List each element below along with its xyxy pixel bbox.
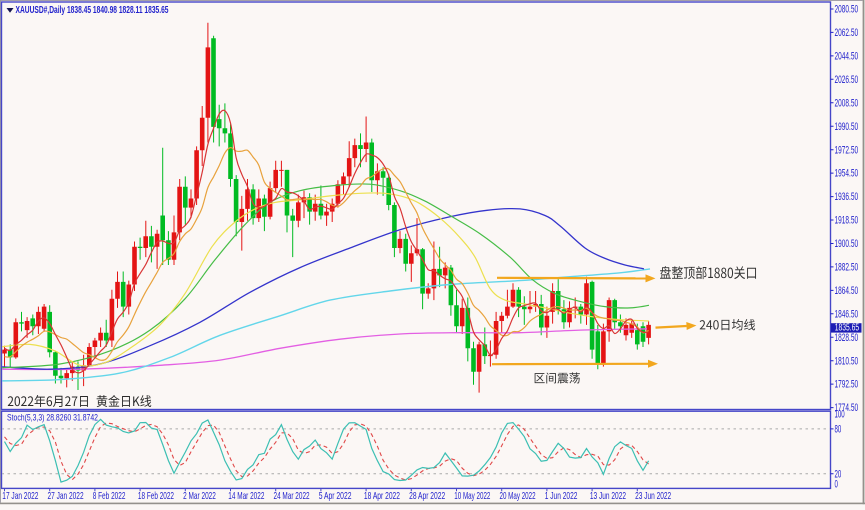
- svg-text:8 Feb 2022: 8 Feb 2022: [93, 490, 126, 502]
- svg-text:2062.50: 2062.50: [835, 27, 859, 39]
- svg-text:1 Jun 2022: 1 Jun 2022: [545, 490, 578, 502]
- svg-text:XAUUSD#,Daily 1838.45 1840.98: XAUUSD#,Daily 1838.45 1840.98 1828.11 18…: [16, 5, 169, 16]
- svg-text:100: 100: [835, 409, 845, 421]
- svg-text:1828.50: 1828.50: [835, 332, 859, 344]
- svg-text:1918.50: 1918.50: [835, 215, 859, 227]
- svg-text:1936.50: 1936.50: [835, 191, 859, 203]
- svg-text:24 Mar 2022: 24 Mar 2022: [274, 490, 310, 502]
- svg-text:1954.50: 1954.50: [835, 168, 859, 180]
- svg-text:Stoch(5,3,3) 28.8260 31.8742: Stoch(5,3,3) 28.8260 31.8742: [7, 413, 98, 424]
- svg-text:13 Jun 2022: 13 Jun 2022: [590, 490, 626, 502]
- svg-text:20 May 2022: 20 May 2022: [500, 490, 536, 502]
- svg-text:2080.50: 2080.50: [835, 4, 859, 16]
- svg-text:1835.65: 1835.65: [835, 323, 860, 334]
- svg-text:1972.50: 1972.50: [835, 144, 859, 156]
- svg-text:2026.50: 2026.50: [835, 74, 859, 86]
- svg-text:28 Apr 2022: 28 Apr 2022: [409, 490, 445, 502]
- svg-text:1792.50: 1792.50: [835, 379, 859, 391]
- svg-text:18 Apr 2022: 18 Apr 2022: [364, 490, 400, 502]
- svg-text:27 Jan 2022: 27 Jan 2022: [48, 490, 84, 502]
- svg-text:14 Mar 2022: 14 Mar 2022: [228, 490, 264, 502]
- svg-text:23 Jun 2022: 23 Jun 2022: [635, 490, 671, 502]
- svg-text:2044.50: 2044.50: [835, 51, 859, 63]
- svg-text:0: 0: [835, 479, 838, 491]
- svg-text:5 Apr 2022: 5 Apr 2022: [319, 490, 352, 502]
- svg-text:2008.50: 2008.50: [835, 97, 859, 109]
- svg-text:1990.50: 1990.50: [835, 121, 859, 133]
- svg-text:18 Feb 2022: 18 Feb 2022: [138, 490, 174, 502]
- svg-text:1846.50: 1846.50: [835, 308, 859, 320]
- svg-text:80: 80: [835, 424, 842, 436]
- svg-text:17 Jan 2022: 17 Jan 2022: [2, 490, 38, 502]
- svg-text:2 Mar 2022: 2 Mar 2022: [183, 490, 216, 502]
- svg-text:1882.50: 1882.50: [835, 262, 859, 274]
- svg-text:1900.50: 1900.50: [835, 238, 859, 250]
- svg-text:10 May 2022: 10 May 2022: [454, 490, 490, 502]
- svg-text:1864.50: 1864.50: [835, 285, 859, 297]
- svg-text:1810.50: 1810.50: [835, 355, 859, 367]
